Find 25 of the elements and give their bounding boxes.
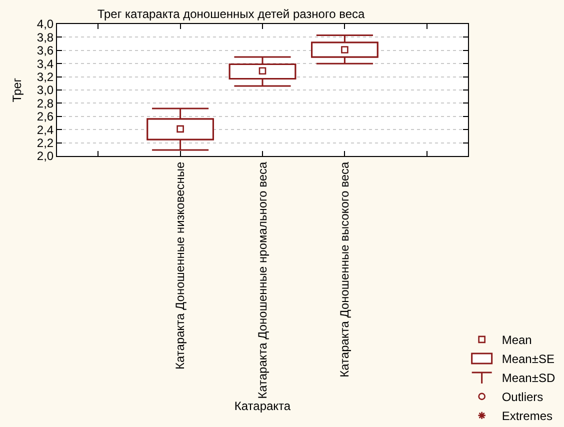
legend-label: Mean±SE — [502, 352, 554, 366]
legend-label: Extremes — [502, 409, 553, 424]
y-tick-label: 3,4 — [36, 56, 54, 71]
point — [176, 125, 184, 133]
x-axis-title: Катаракта — [234, 398, 291, 413]
legend-label: Mean±SD — [502, 371, 556, 386]
y-tick-label: 2,0 — [36, 149, 54, 164]
y-tick-label: 2,4 — [36, 122, 54, 137]
x-tick-label: Катаракта Доношенные высокого веса — [338, 161, 352, 378]
y-tick-label: 3,6 — [36, 44, 54, 58]
y-axis-title: Трег — [10, 77, 24, 102]
y-tick-label: 3,0 — [36, 83, 54, 98]
y-tick-label: 2,2 — [36, 136, 54, 150]
point — [341, 46, 348, 54]
legend-label: Outliers — [502, 390, 544, 404]
y-tick-label: 4,0 — [36, 17, 54, 32]
y-tick-label: 2,6 — [36, 110, 54, 124]
x-tick-label: Катаракта Доношенные низковесные — [173, 161, 188, 370]
chart-title: Трег катаракта доношенных детей разного веса — [97, 7, 365, 22]
y-tick-label: 3,2 — [36, 70, 54, 84]
y-tick-label: 3,8 — [36, 30, 54, 44]
x-tick-label: Катаракта Доношенные нромального веса — [255, 161, 270, 399]
point — [258, 67, 266, 75]
y-tick-label: 2,8 — [36, 96, 54, 110]
legend-label: Mean — [502, 333, 532, 348]
